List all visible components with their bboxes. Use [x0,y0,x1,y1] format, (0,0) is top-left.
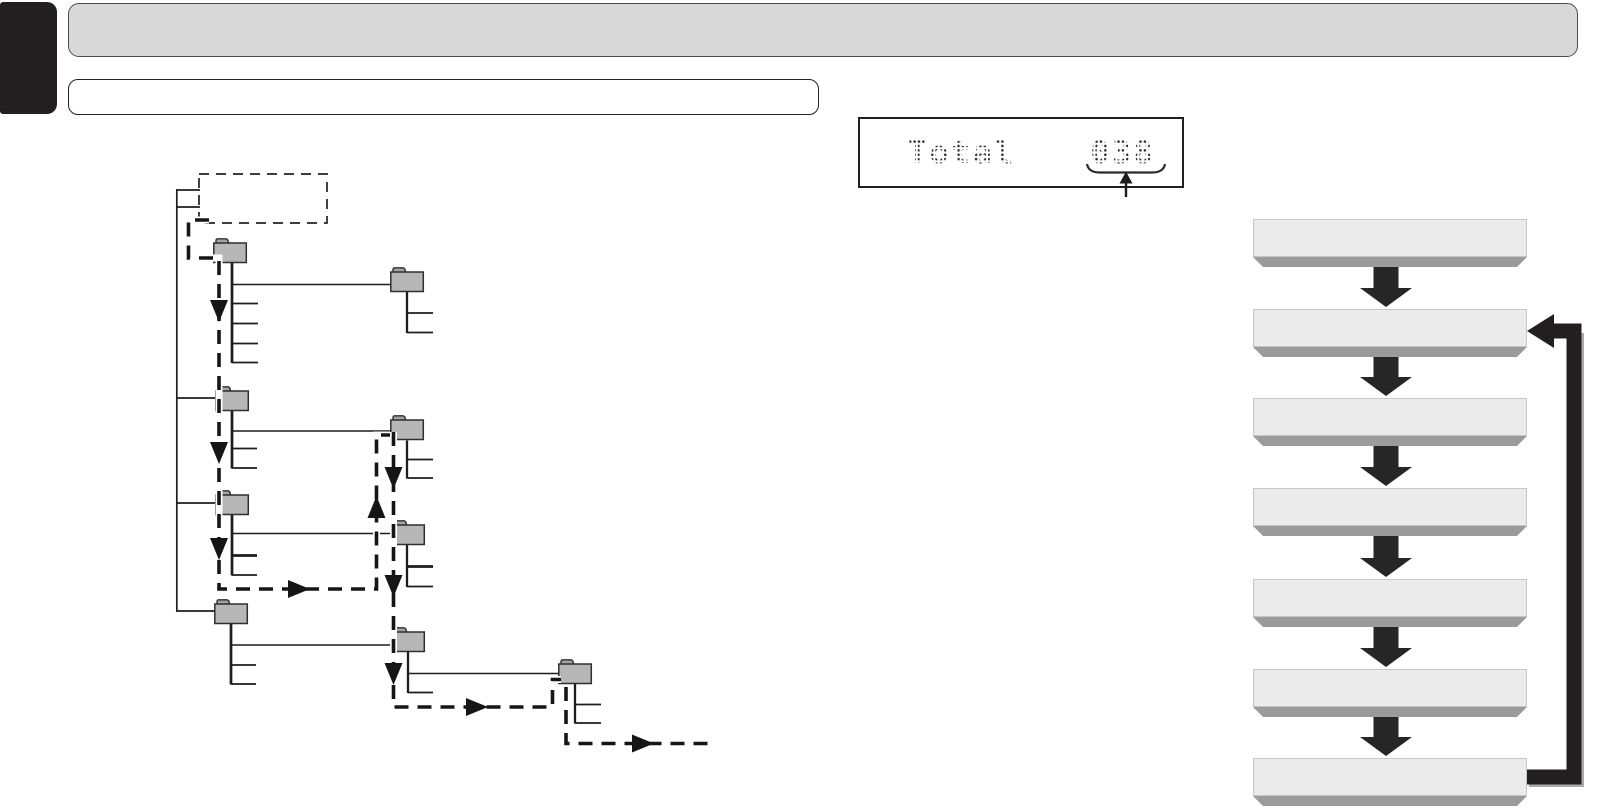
flow-down-arrow [1360,357,1412,396]
play-order-dashed-path-2 [391,432,561,709]
flow-step-bevel-edge [1253,526,1527,536]
right-arrowhead [632,734,654,753]
lcd-display: Total 038 [858,117,1184,188]
flow-down-arrow [1360,536,1412,577]
flow-step [1253,669,1527,707]
folder-tree [175,173,708,753]
subsection-title-box [68,79,819,115]
folder-1-file-ticks [232,302,258,364]
folder-icon-3 [215,490,250,516]
flow-down-arrow [1360,267,1412,307]
flow-step [1253,488,1527,526]
flow-step [1253,309,1527,347]
flow-step-bevel-edge [1253,707,1527,717]
loop-back-arrowhead [1527,314,1554,348]
flow-step [1253,579,1527,617]
down-arrowhead [210,538,228,560]
folder-4-file-ticks [231,664,256,685]
flow-step [1253,219,1527,257]
down-arrowhead [210,300,228,322]
flow-step-bevel-edge [1253,436,1527,446]
folder-1a-file-ticks [407,312,433,334]
flow-down-arrow [1360,446,1412,486]
down-arrowhead [384,575,403,597]
folder-icon-2 [215,386,250,412]
folder-icon-4 [214,599,249,625]
right-arrowhead [288,580,310,598]
folder-icon-4a [391,627,426,653]
folder-2-file-ticks [232,447,257,469]
flow-step-bevel-edge [1253,617,1527,627]
flow-step-bevel-edge [1253,257,1527,267]
folder-4a1-file-ticks [575,703,601,724]
play-order-dashed-path-1 [186,218,390,591]
folder-icon-3a [391,520,426,546]
folder-icon-1a [390,267,425,293]
flow-step [1253,758,1527,796]
down-arrowhead [210,442,228,464]
flow-step [1253,398,1527,436]
right-arrowhead [466,698,488,716]
play-order-dashed-path-3 [564,687,708,746]
lcd-value: 038 [1090,134,1156,171]
loop-back-shadow [1529,333,1584,787]
down-arrowhead [384,467,403,489]
up-arrowhead [367,496,386,518]
flow-step-bevel-edge [1253,796,1527,806]
flow-step-bevel-edge [1253,347,1527,357]
page-edge-tab [0,2,57,114]
flowchart-loop-back [1527,314,1584,787]
root-folder-dashed-box [198,173,328,224]
flow-down-arrow [1360,627,1412,667]
loop-back-line [1527,323,1582,785]
folder-2a-file-ticks [407,458,433,479]
section-header-banner [68,3,1578,57]
down-arrowhead [384,663,403,685]
folder-icon-1 [213,238,248,264]
folder-icon-2a [390,415,425,441]
flow-down-arrow [1360,717,1412,756]
lcd-label: Total [908,134,1017,171]
folder-icon-4a1 [558,659,593,685]
